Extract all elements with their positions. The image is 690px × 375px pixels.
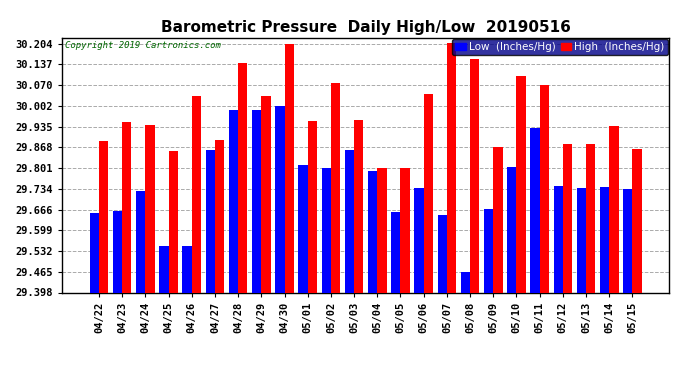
- Bar: [113, 211, 122, 292]
- Bar: [182, 246, 192, 292]
- Bar: [470, 59, 480, 292]
- Bar: [507, 167, 516, 292]
- Bar: [633, 149, 642, 292]
- Title: Barometric Pressure  Daily High/Low  20190516: Barometric Pressure Daily High/Low 20190…: [161, 20, 571, 35]
- Bar: [623, 189, 633, 292]
- Bar: [122, 122, 132, 292]
- Legend: Low  (Inches/Hg), High  (Inches/Hg): Low (Inches/Hg), High (Inches/Hg): [452, 39, 668, 56]
- Bar: [437, 215, 447, 292]
- Bar: [146, 125, 155, 292]
- Bar: [531, 128, 540, 292]
- Bar: [553, 186, 563, 292]
- Bar: [368, 171, 377, 292]
- Bar: [252, 110, 262, 292]
- Bar: [563, 144, 572, 292]
- Bar: [447, 43, 456, 292]
- Bar: [415, 188, 424, 292]
- Bar: [577, 188, 586, 292]
- Bar: [331, 84, 340, 292]
- Bar: [238, 63, 248, 292]
- Bar: [99, 141, 108, 292]
- Bar: [461, 272, 470, 292]
- Bar: [493, 147, 502, 292]
- Bar: [540, 85, 549, 292]
- Bar: [192, 96, 201, 292]
- Bar: [400, 168, 410, 292]
- Bar: [377, 168, 386, 292]
- Bar: [424, 94, 433, 292]
- Bar: [229, 110, 238, 292]
- Bar: [354, 120, 364, 292]
- Bar: [262, 96, 270, 292]
- Bar: [299, 165, 308, 292]
- Bar: [136, 191, 146, 292]
- Bar: [345, 150, 354, 292]
- Bar: [322, 168, 331, 292]
- Bar: [586, 144, 595, 292]
- Bar: [391, 211, 400, 292]
- Bar: [275, 106, 284, 292]
- Bar: [215, 140, 224, 292]
- Bar: [168, 152, 178, 292]
- Bar: [516, 76, 526, 292]
- Bar: [308, 122, 317, 292]
- Bar: [284, 44, 294, 292]
- Bar: [90, 213, 99, 292]
- Bar: [159, 246, 168, 292]
- Bar: [609, 126, 618, 292]
- Bar: [206, 150, 215, 292]
- Bar: [484, 210, 493, 292]
- Bar: [600, 187, 609, 292]
- Text: Copyright 2019 Cartronics.com: Copyright 2019 Cartronics.com: [65, 41, 221, 50]
